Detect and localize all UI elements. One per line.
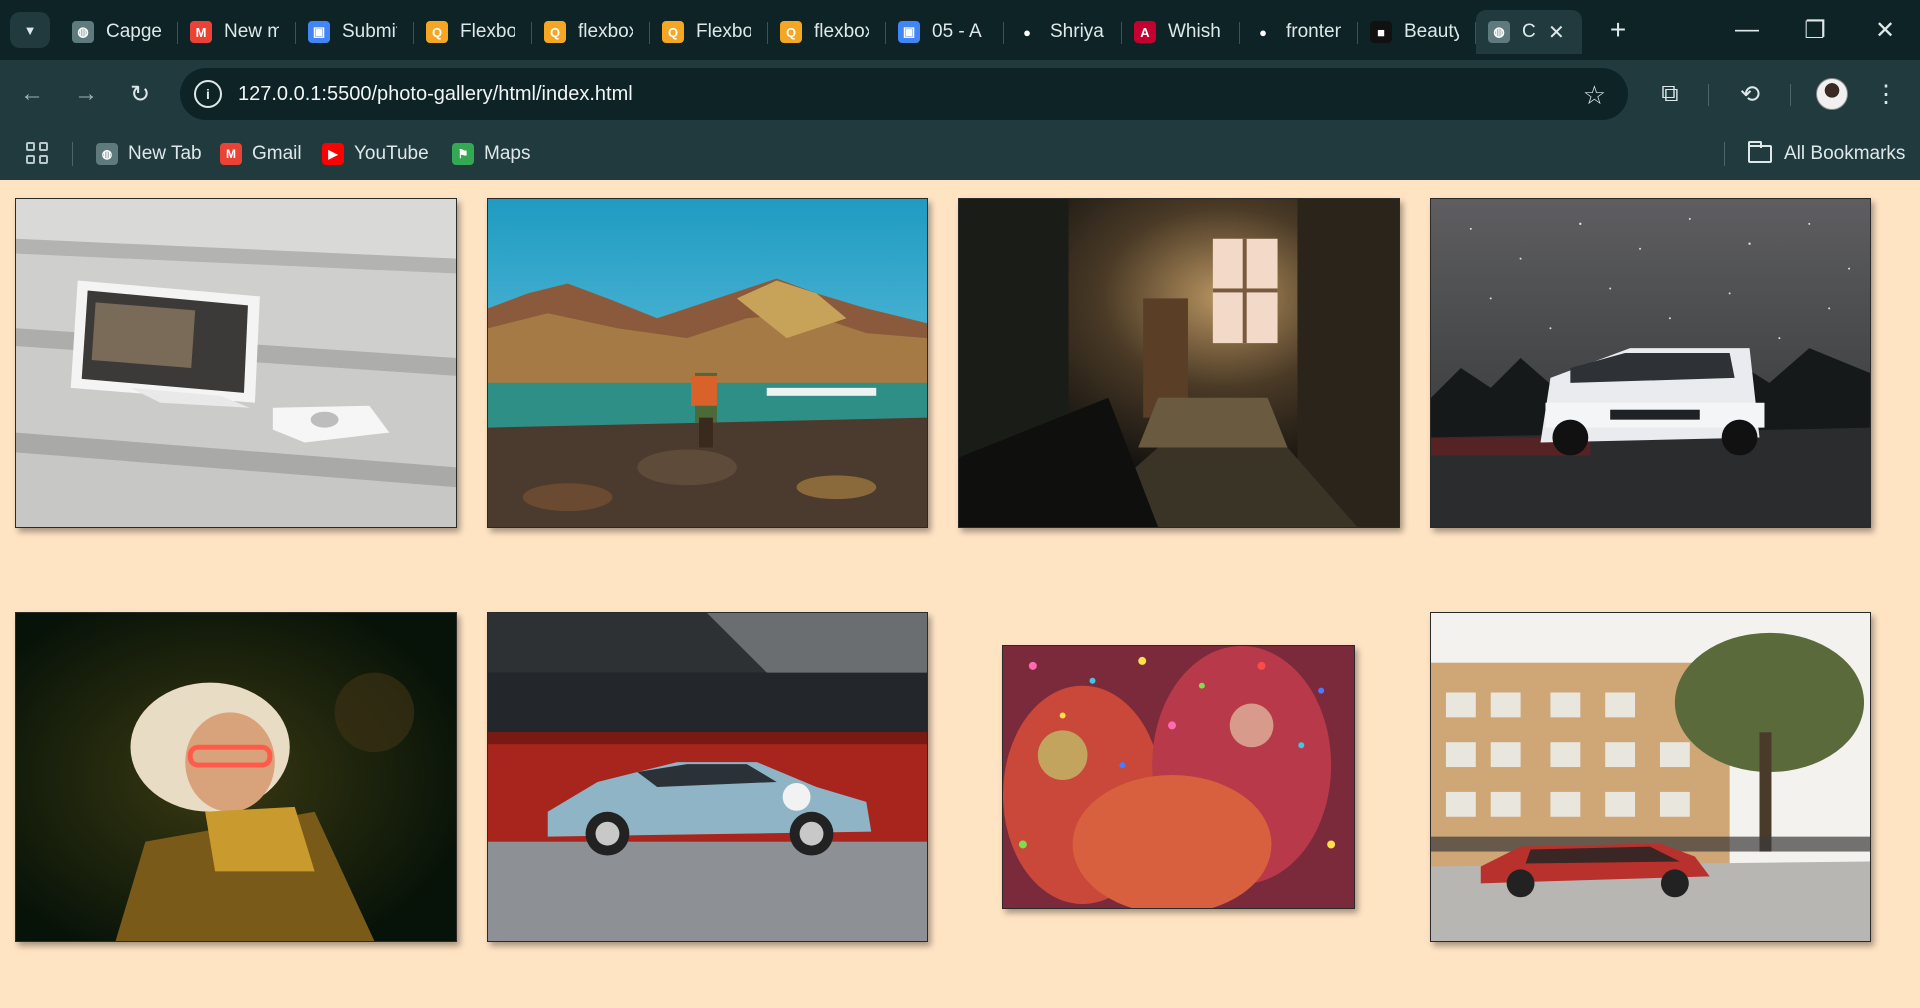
tab-title: C: [1522, 21, 1536, 42]
bookmark-youtube[interactable]: ▶ YouTube: [322, 140, 429, 168]
gmail-icon: M: [220, 143, 242, 165]
maps-icon: ⚑: [452, 143, 474, 165]
tab-title: Flexbox: [460, 21, 515, 42]
bookmark-new-tab[interactable]: ◍ New Tab: [96, 140, 202, 168]
globe-icon: ◍: [1488, 21, 1510, 43]
tab-8[interactable]: ▣ 05 - A: [886, 10, 1004, 54]
browser-toolbar: ← → ↻ i 127.0.0.1:5500/photo-gallery/htm…: [0, 60, 1920, 128]
photo-red-car-building: [1430, 612, 1871, 942]
apps-grid-icon[interactable]: [26, 142, 48, 164]
tab-title: Capgemini: [106, 21, 161, 42]
flexbox-icon: Q: [426, 21, 448, 43]
classroom-icon: ▣: [308, 21, 330, 43]
tab-title: flexbox: [814, 21, 869, 42]
close-tab-icon[interactable]: ✕: [1548, 21, 1565, 44]
tab-title: Whish: [1168, 21, 1221, 42]
extensions-icon[interactable]: ⧉: [1661, 80, 1679, 107]
tab-6[interactable]: Q Flexbox: [650, 10, 768, 54]
tab-title: flexbox: [578, 21, 633, 42]
folder-icon: [1748, 141, 1772, 163]
photo-gallery: [0, 180, 1920, 1008]
bookmark-gmail[interactable]: M Gmail: [220, 140, 302, 168]
minimize-icon: —: [1735, 16, 1759, 43]
tab-2[interactable]: M New message: [178, 10, 296, 54]
reload-button[interactable]: ↻: [122, 76, 158, 112]
toolbar-divider: [1790, 84, 1791, 106]
unsplash-icon: ■: [1370, 21, 1392, 43]
bookmark-star-icon[interactable]: ☆: [1582, 80, 1606, 110]
tab-title: Shriya: [1050, 21, 1104, 42]
photo-mountain-lake: [487, 198, 928, 528]
tab-strip: ▼ ◍CapgeminiMNew message▣SubmitQFlexboxQ…: [0, 0, 1920, 60]
flexbox-icon: Q: [544, 21, 566, 43]
photo-holi-festival: [1002, 645, 1355, 909]
bookmark-maps[interactable]: ⚑ Maps: [452, 140, 530, 168]
profile-avatar[interactable]: [1816, 78, 1848, 110]
tab-search-button[interactable]: ▼: [10, 12, 50, 48]
chevron-down-icon: ▼: [23, 22, 37, 38]
bookmarks-divider: [1724, 142, 1725, 166]
history-icon[interactable]: ⟲: [1739, 80, 1761, 108]
url-text[interactable]: 127.0.0.1:5500/photo-gallery/html/index.…: [238, 82, 633, 105]
bookmarks-bar: ◍ New Tab M Gmail ▶ YouTube ⚑ Maps All Bookmark…: [0, 128, 1920, 180]
tab-title: Submit: [342, 21, 397, 42]
tab-3[interactable]: ▣ Submit: [296, 10, 414, 54]
photo-white-suv-night: [1430, 198, 1871, 528]
angular-icon: A: [1134, 21, 1156, 43]
restore-icon: ❐: [1804, 16, 1826, 44]
forward-button[interactable]: →: [68, 76, 104, 112]
tab-title: 05 - A: [932, 21, 982, 42]
plus-icon: +: [1609, 14, 1627, 45]
photo-pos-terminal: [15, 198, 457, 528]
tab-active[interactable]: ◍ C ✕: [1476, 10, 1582, 54]
photo-porsche-garage: [487, 612, 928, 942]
bookmarks-divider: [72, 142, 73, 166]
tab-12[interactable]: ■ Beauty: [1358, 10, 1476, 54]
new-tab-button[interactable]: +: [1600, 12, 1636, 48]
photo-woman-neon-glasses: [15, 612, 457, 942]
site-info-icon[interactable]: i: [194, 80, 222, 108]
globe-icon: ◍: [72, 21, 94, 43]
tab-title: New message: [224, 21, 279, 42]
gmail-icon: M: [190, 21, 212, 43]
bookmark-label: YouTube: [354, 143, 429, 164]
youtube-icon: ▶: [322, 143, 344, 165]
github-icon: ●: [1252, 21, 1274, 43]
tab-title: Flexbox: [696, 21, 751, 42]
photo-dark-window-room: [958, 198, 1400, 528]
tab-1[interactable]: ◍ Capgemini: [60, 10, 178, 54]
restore-button[interactable]: ❐: [1792, 10, 1838, 50]
tab-10[interactable]: A Whish: [1122, 10, 1240, 54]
arrow-right-icon: →: [74, 80, 98, 107]
tab-title: Beauty: [1404, 21, 1459, 42]
flexbox-icon: Q: [780, 21, 802, 43]
globe-icon: ◍: [96, 143, 118, 165]
tab-9[interactable]: ● Shriya: [1004, 10, 1122, 54]
bookmark-label: Maps: [484, 143, 531, 164]
address-bar[interactable]: i 127.0.0.1:5500/photo-gallery/html/inde…: [180, 68, 1628, 120]
flexbox-icon: Q: [662, 21, 684, 43]
close-icon: ✕: [1874, 16, 1896, 44]
reload-icon: ↻: [129, 80, 151, 108]
toolbar-divider: [1708, 84, 1709, 106]
classroom-icon: ▣: [898, 21, 920, 43]
bookmark-label: New Tab: [128, 143, 202, 164]
tab-11[interactable]: ● frontend: [1240, 10, 1358, 54]
tab-title: frontend: [1286, 21, 1341, 42]
back-button[interactable]: ←: [14, 76, 50, 112]
tab-list: ◍ Capgemini M New message ▣ Submit Q Flexbox Qfl…: [60, 10, 1582, 56]
github-icon: ●: [1016, 21, 1038, 43]
bookmark-label: Gmail: [252, 143, 302, 164]
all-bookmarks-label: All Bookmarks: [1784, 143, 1906, 164]
close-window-button[interactable]: ✕: [1862, 10, 1908, 50]
menu-kebab-icon[interactable]: ⋮: [1874, 80, 1898, 108]
all-bookmarks-button[interactable]: All Bookmarks: [1748, 140, 1905, 168]
arrow-left-icon: ←: [20, 80, 44, 107]
tab-4[interactable]: Q Flexbox: [414, 10, 532, 54]
minimize-button[interactable]: —: [1724, 10, 1770, 50]
